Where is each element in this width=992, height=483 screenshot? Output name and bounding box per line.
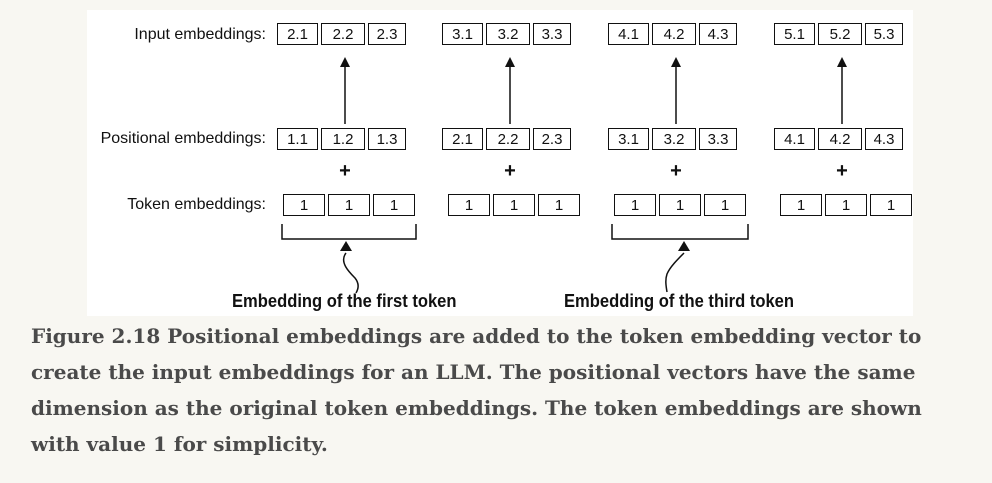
vector-cell: 1.2 bbox=[321, 128, 365, 150]
vector-cell: 3.2 bbox=[486, 23, 530, 45]
plus-sign: + bbox=[339, 160, 351, 182]
vector-cell: 5.1 bbox=[774, 23, 815, 45]
vector-cell: 3.1 bbox=[442, 23, 483, 45]
vector-cell: 5.3 bbox=[865, 23, 903, 45]
vector-cell: 1 bbox=[614, 194, 656, 216]
vector-cell: 1 bbox=[538, 194, 580, 216]
callout-third-token: Embedding of the third token bbox=[564, 291, 794, 311]
vector-cell: 4.2 bbox=[652, 23, 696, 45]
vector-cell: 3.1 bbox=[608, 128, 649, 150]
input-vector-2: 3.1 3.2 3.3 bbox=[442, 23, 571, 45]
vector-cell: 4.3 bbox=[865, 128, 903, 150]
plus-sign: + bbox=[836, 160, 848, 182]
vector-cell: 1.1 bbox=[277, 128, 318, 150]
positional-vector-3: 3.1 3.2 3.3 bbox=[608, 128, 737, 150]
positional-embeddings-label: Positional embeddings: bbox=[100, 130, 266, 147]
vector-cell: 2.2 bbox=[321, 23, 365, 45]
plus-sign: + bbox=[504, 160, 516, 182]
vector-cell: 2.3 bbox=[533, 128, 571, 150]
vector-cell: 4.2 bbox=[818, 128, 862, 150]
callout-first-token: Embedding of the first token bbox=[232, 291, 457, 311]
vector-cell: 2.1 bbox=[442, 128, 483, 150]
vector-cell: 1.3 bbox=[368, 128, 406, 150]
vector-cell: 1 bbox=[283, 194, 325, 216]
input-embeddings-label: Input embeddings: bbox=[134, 26, 266, 43]
input-vector-4: 5.1 5.2 5.3 bbox=[774, 23, 903, 45]
vector-cell: 1 bbox=[704, 194, 746, 216]
figure-caption: Figure 2.18 Positional embeddings are ad… bbox=[31, 324, 922, 456]
vector-cell: 4.1 bbox=[608, 23, 649, 45]
vector-cell: 2.1 bbox=[277, 23, 318, 45]
bracket-first-token bbox=[281, 224, 417, 294]
vector-cell: 1 bbox=[448, 194, 490, 216]
vector-cell: 2.2 bbox=[486, 128, 530, 150]
input-vector-3: 4.1 4.2 4.3 bbox=[608, 23, 737, 45]
vector-cell: 3.3 bbox=[533, 23, 571, 45]
plus-sign: + bbox=[670, 160, 682, 182]
vector-cell: 1 bbox=[328, 194, 370, 216]
vector-cell: 1 bbox=[659, 194, 701, 216]
positional-vector-1: 1.1 1.2 1.3 bbox=[277, 128, 406, 150]
token-embeddings-label: Token embeddings: bbox=[127, 196, 266, 213]
bracket-third-token bbox=[611, 224, 749, 293]
positional-vector-2: 2.1 2.2 2.3 bbox=[442, 128, 571, 150]
vector-cell: 1 bbox=[780, 194, 822, 216]
input-vector-1: 2.1 2.2 2.3 bbox=[277, 23, 406, 45]
vector-cell: 1 bbox=[870, 194, 912, 216]
vector-cell: 5.2 bbox=[818, 23, 862, 45]
positional-vector-4: 4.1 4.2 4.3 bbox=[774, 128, 903, 150]
vector-cell: 2.3 bbox=[368, 23, 406, 45]
vector-cell: 3.3 bbox=[699, 128, 737, 150]
vector-cell: 1 bbox=[373, 194, 415, 216]
vector-cell: 4.3 bbox=[699, 23, 737, 45]
vector-cell: 3.2 bbox=[652, 128, 696, 150]
vector-cell: 1 bbox=[825, 194, 867, 216]
embedding-diagram: Input embeddings: Positional embeddings:… bbox=[87, 10, 913, 316]
diagram-lines bbox=[281, 57, 847, 294]
vector-cell: 1 bbox=[493, 194, 535, 216]
vector-cell: 4.1 bbox=[774, 128, 815, 150]
